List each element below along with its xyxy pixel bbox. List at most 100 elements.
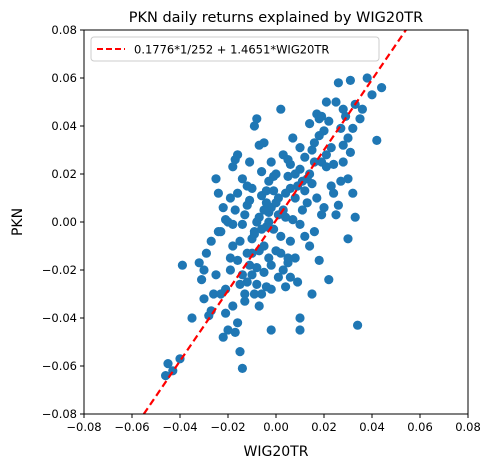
data-point bbox=[237, 174, 247, 184]
data-point bbox=[163, 359, 173, 369]
data-point bbox=[319, 203, 329, 213]
data-point bbox=[199, 265, 209, 275]
data-point bbox=[259, 138, 269, 148]
data-point bbox=[228, 162, 238, 172]
data-point bbox=[281, 212, 291, 222]
data-point bbox=[257, 289, 267, 299]
data-point bbox=[242, 181, 252, 191]
data-point bbox=[218, 332, 228, 342]
data-point bbox=[201, 248, 211, 258]
data-point bbox=[194, 258, 204, 268]
data-point bbox=[309, 138, 319, 148]
data-point bbox=[242, 248, 252, 258]
data-point bbox=[264, 253, 274, 263]
data-point bbox=[276, 104, 286, 114]
data-point bbox=[295, 143, 305, 153]
data-point bbox=[266, 284, 276, 294]
y-tick-label: −0.06 bbox=[42, 359, 77, 373]
data-point bbox=[252, 263, 262, 273]
data-point bbox=[228, 301, 238, 311]
data-point bbox=[283, 155, 293, 165]
data-point bbox=[295, 313, 305, 323]
data-point bbox=[338, 157, 348, 167]
data-point bbox=[240, 210, 250, 220]
data-point bbox=[245, 195, 255, 205]
data-point bbox=[271, 169, 281, 179]
data-point bbox=[261, 186, 271, 196]
x-tick-label: 0.00 bbox=[263, 420, 289, 434]
data-point bbox=[237, 363, 247, 373]
x-tick-label: 0.06 bbox=[407, 420, 433, 434]
data-point bbox=[235, 236, 245, 246]
data-point bbox=[161, 371, 171, 381]
data-point bbox=[225, 253, 235, 263]
x-tick-label: −0.02 bbox=[210, 420, 245, 434]
data-point bbox=[259, 267, 269, 277]
data-point bbox=[254, 301, 264, 311]
data-point bbox=[264, 217, 274, 227]
data-point bbox=[213, 188, 223, 198]
data-point bbox=[240, 289, 250, 299]
data-point bbox=[290, 193, 300, 203]
y-tick-label: 0.00 bbox=[51, 215, 77, 229]
data-point bbox=[305, 241, 315, 251]
data-point bbox=[211, 270, 221, 280]
data-point bbox=[305, 119, 315, 129]
x-tick-label: −0.04 bbox=[162, 420, 197, 434]
data-point bbox=[285, 272, 295, 282]
data-point bbox=[177, 260, 187, 270]
data-point bbox=[331, 210, 341, 220]
data-point bbox=[273, 272, 283, 282]
data-point bbox=[377, 83, 387, 93]
data-point bbox=[345, 147, 355, 157]
legend-label: 0.1776*1/252 + 1.4651*WIG20TR bbox=[134, 43, 329, 57]
data-point bbox=[353, 320, 363, 330]
data-point bbox=[357, 104, 367, 114]
y-tick-label: 0.06 bbox=[51, 71, 77, 85]
data-point bbox=[206, 236, 216, 246]
data-point bbox=[314, 131, 324, 141]
data-point bbox=[309, 157, 319, 167]
data-point bbox=[314, 255, 324, 265]
data-point bbox=[348, 188, 358, 198]
x-tick-label: 0.02 bbox=[311, 420, 337, 434]
data-point bbox=[245, 260, 255, 270]
data-point bbox=[211, 174, 221, 184]
x-tick-label: 0.04 bbox=[359, 420, 385, 434]
data-point bbox=[345, 75, 355, 85]
x-tick-label: −0.06 bbox=[114, 420, 149, 434]
data-point bbox=[276, 248, 286, 258]
data-point bbox=[321, 150, 331, 160]
data-point bbox=[273, 193, 283, 203]
data-point bbox=[199, 294, 209, 304]
data-point bbox=[276, 231, 286, 241]
data-point bbox=[300, 186, 310, 196]
data-point bbox=[307, 145, 317, 155]
data-point bbox=[247, 270, 257, 280]
data-point bbox=[338, 140, 348, 150]
data-point bbox=[233, 318, 243, 328]
data-point bbox=[187, 313, 197, 323]
data-point bbox=[245, 157, 255, 167]
data-point bbox=[228, 241, 238, 251]
y-axis: −0.08 −0.06 −0.04 −0.02 0.00 0.02 0.04 0.06 0.08 bbox=[42, 23, 84, 421]
data-point bbox=[252, 279, 262, 289]
data-point bbox=[297, 205, 307, 215]
data-point bbox=[216, 289, 226, 299]
chart-title: PKN daily returns explained by WIG20TR bbox=[129, 10, 424, 26]
data-point bbox=[288, 215, 298, 225]
data-point bbox=[233, 150, 243, 160]
y-tick-label: 0.02 bbox=[51, 167, 77, 181]
x-axis-label: WIG20TR bbox=[244, 444, 309, 460]
y-tick-label: −0.02 bbox=[42, 263, 77, 277]
data-point bbox=[285, 236, 295, 246]
fit-line-layer bbox=[142, 29, 407, 415]
data-point bbox=[326, 181, 336, 191]
data-point bbox=[355, 114, 365, 124]
data-point bbox=[321, 97, 331, 107]
data-point bbox=[367, 90, 377, 100]
data-point bbox=[269, 186, 279, 196]
data-point bbox=[343, 174, 353, 184]
x-tick-label: 0.08 bbox=[455, 420, 481, 434]
